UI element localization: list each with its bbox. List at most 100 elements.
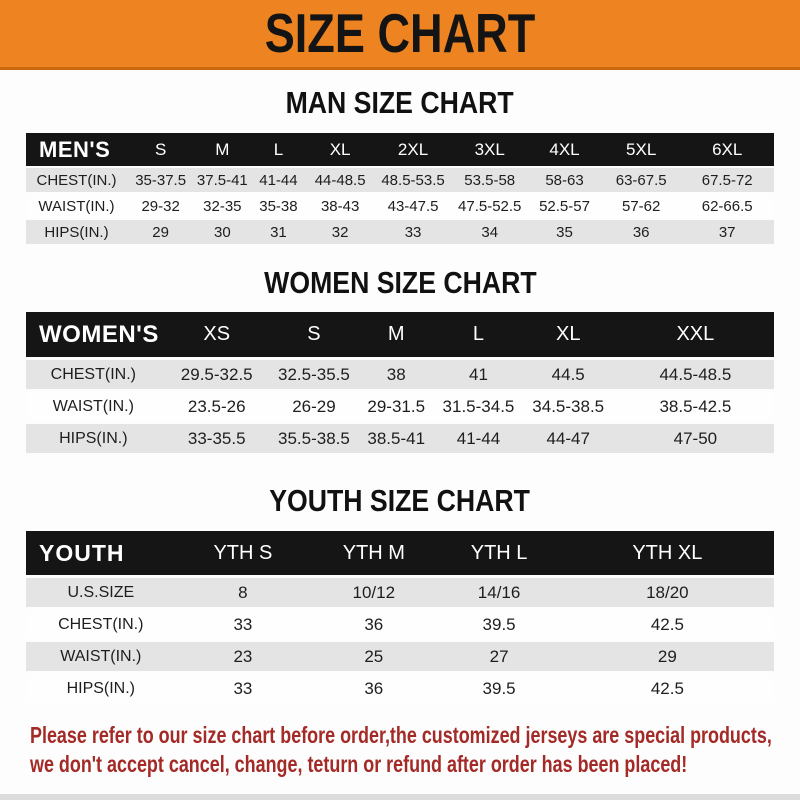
size-cell: 41	[469, 364, 488, 384]
table-row: HIPS(IN.) 29 30 31 32 33 34 35 36 37	[26, 220, 774, 245]
size-cell: 52.5-57	[539, 197, 590, 215]
size-column-header: XL	[329, 139, 351, 159]
size-cell: 38.5-41	[367, 428, 426, 448]
table-header-label: YOUTH	[39, 539, 125, 566]
table-header-label: WOMEN'S	[39, 320, 159, 348]
table-row: HIPS(IN.) 33 36 39.5 42.5	[26, 674, 774, 704]
table-row: U.S.SIZE 8 10/12 14/16 18/20	[26, 578, 774, 608]
youth-section-title-text: YOUTH SIZE CHART	[269, 483, 531, 519]
mens-section-title: MAN SIZE CHART	[0, 85, 800, 120]
row-label: HIPS(IN.)	[66, 679, 136, 697]
youth-size-table: YOUTH YTH S YTH M YTH L YTH XL U.S.SIZE 8 10/12…	[26, 531, 774, 704]
youth-section-title: YOUTH SIZE CHART	[0, 484, 800, 518]
size-cell: 41-44	[456, 428, 501, 448]
size-cell: 39.5	[482, 614, 516, 634]
size-cell: 36	[364, 614, 384, 634]
size-cell: 43-47.5	[387, 197, 439, 215]
row-label: U.S.SIZE	[67, 583, 135, 601]
row-label: CHEST(IN.)	[50, 365, 136, 383]
size-cell: 29.5-32.5	[180, 364, 253, 384]
table-row: WAIST(IN.) 23 25 27 29	[26, 642, 774, 672]
size-cell: 42.5	[650, 678, 684, 698]
size-cell: 32-35	[203, 197, 242, 215]
table-row: CHEST(IN.) 33 36 39.5 42.5	[26, 610, 774, 640]
size-column-header: L	[273, 139, 284, 159]
size-cell: 31	[270, 223, 287, 241]
disclaimer-note: Please refer to our size chart before or…	[0, 721, 800, 779]
size-cell: 27	[489, 646, 509, 666]
size-cell: 44.5-48.5	[659, 364, 732, 384]
table-row: HIPS(IN.) 33-35.5 35.5-38.5 38.5-41 41-44 44-…	[26, 424, 774, 454]
size-column-header: L	[472, 323, 485, 346]
table-header-label: MEN'S	[39, 136, 111, 162]
size-cell: 34	[481, 223, 499, 241]
size-column-header: 5XL	[626, 139, 657, 159]
size-cell: 58-63	[545, 171, 584, 189]
size-column-header: YTH M	[342, 541, 405, 564]
size-cell: 37.5-41	[196, 171, 248, 189]
size-cell: 18/20	[646, 582, 689, 602]
table-header-row: YOUTH YTH S YTH M YTH L YTH XL	[26, 531, 774, 576]
womens-size-table: WOMEN'S XS S M L XL XXL CHEST(IN.) 29.5-32.5 32.5…	[26, 312, 774, 454]
table-row: WAIST(IN.) 23.5-26 26-29 29-31.5 31.5-34.5 34…	[26, 392, 774, 422]
size-cell: 29	[657, 646, 677, 666]
size-column-header: XXL	[676, 323, 715, 346]
size-cell: 29-32	[141, 197, 180, 215]
size-cell: 63-67.5	[615, 171, 667, 189]
size-column-header: S	[307, 323, 321, 346]
size-cell: 38-43	[320, 197, 360, 215]
size-cell: 8	[238, 582, 248, 602]
row-label: HIPS(IN.)	[44, 223, 109, 241]
table-body: U.S.SIZE 8 10/12 14/16 18/20 CHEST(IN.) 33 36 39…	[26, 578, 774, 704]
table-row: CHEST(IN.) 29.5-32.5 32.5-35.5 38 41 44.5 44.5…	[26, 360, 774, 390]
size-cell: 14/16	[477, 582, 521, 602]
size-cell: 29	[152, 223, 169, 241]
size-cell: 44-48.5	[314, 171, 366, 189]
size-cell: 38.5-42.5	[659, 396, 732, 416]
disclaimer-line-2: we don't accept cancel, change, teturn o…	[30, 751, 688, 778]
row-label: WAIST(IN.)	[38, 197, 115, 215]
table-row: WAIST(IN.) 29-32 32-35 35-38 38-43 43-47.5 47.…	[26, 194, 774, 219]
size-cell: 10/12	[352, 582, 396, 602]
size-chart-banner: SIZE CHART	[0, 0, 800, 70]
size-cell: 42.5	[650, 614, 684, 634]
size-cell: 32	[331, 223, 349, 241]
table-header-row: MEN'S S M L XL 2XL 3XL 4XL 5XL 6XL	[26, 133, 774, 167]
size-column-header: S	[154, 139, 167, 159]
size-cell: 35-38	[259, 197, 298, 215]
size-column-header: M	[387, 323, 405, 346]
size-cell: 32.5-35.5	[278, 364, 350, 384]
size-cell: 44.5	[551, 364, 585, 384]
size-cell: 37	[718, 223, 736, 241]
size-cell: 38	[386, 364, 406, 384]
size-cell: 29-31.5	[367, 396, 426, 416]
size-cell: 30	[213, 223, 231, 241]
size-column-header: M	[215, 139, 230, 159]
bottom-edge-strip	[0, 794, 800, 800]
mens-section-title-text: MAN SIZE CHART	[285, 85, 515, 120]
size-column-header: 6XL	[712, 139, 743, 159]
size-cell: 25	[364, 646, 384, 666]
womens-section-title: WOMEN SIZE CHART	[0, 265, 800, 300]
size-column-header: 4XL	[549, 139, 580, 159]
size-column-header: YTH S	[213, 541, 273, 564]
row-label: HIPS(IN.)	[59, 429, 128, 447]
size-cell: 31.5-34.5	[442, 396, 515, 416]
size-cell: 39.5	[482, 678, 516, 698]
table-row: CHEST(IN.) 35-37.5 37.5-41 41-44 44-48.5 48.5…	[26, 168, 774, 193]
mens-size-table: MEN'S S M L XL 2XL 3XL 4XL 5XL 6XL CHEST(IN.) 35-37…	[26, 133, 774, 245]
size-cell: 23	[233, 646, 253, 666]
size-cell: 33	[404, 223, 422, 241]
size-cell: 41-44	[259, 171, 298, 189]
size-cell: 34.5-38.5	[532, 396, 605, 416]
size-cell: 23.5-26	[187, 396, 246, 416]
size-column-header: YTH XL	[632, 541, 703, 564]
size-cell: 48.5-53.5	[381, 171, 445, 189]
row-label: CHEST(IN.)	[36, 171, 117, 189]
size-cell: 47.5-52.5	[458, 197, 522, 215]
size-cell: 36	[364, 678, 384, 698]
size-cell: 33	[233, 614, 253, 634]
size-cell: 35	[556, 223, 573, 241]
size-cell: 33-35.5	[187, 428, 246, 448]
size-cell: 36	[632, 223, 650, 241]
